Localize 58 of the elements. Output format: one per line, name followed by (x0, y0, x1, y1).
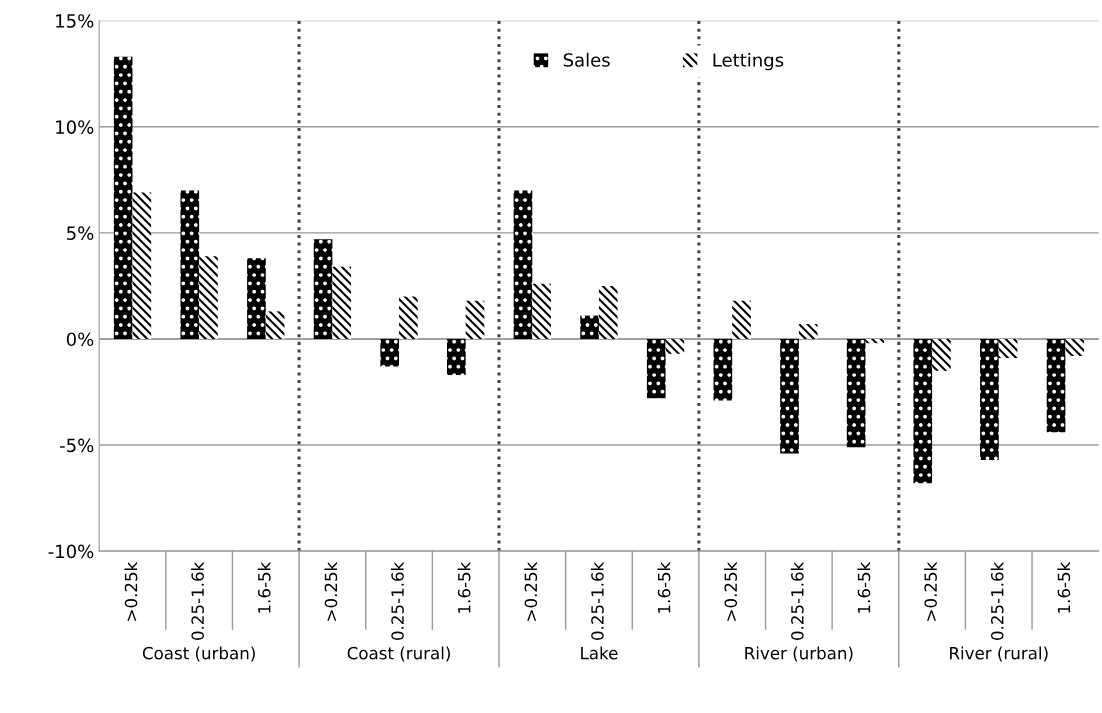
bar (513, 190, 533, 339)
y-tick-label: -10% (48, 544, 94, 559)
bar (247, 258, 266, 339)
bar (846, 338, 866, 448)
bar (998, 338, 1018, 359)
x-tick-label: 0.25-1.6k (191, 561, 204, 640)
text: River (urban) (745, 646, 853, 662)
x-tick-label: 1.6-5k (457, 561, 471, 613)
bar (199, 256, 218, 339)
x-tick-label: >0.25k (924, 561, 937, 621)
bar (447, 338, 466, 376)
x-tick-label: >0.25k (724, 561, 738, 621)
text: River (rural) (950, 646, 1048, 662)
text: Lake (581, 646, 618, 660)
x-tick-label: 0.25-1.6k (390, 561, 404, 640)
x-tick-label: >0.25k (124, 561, 138, 621)
x-tick-label: >0.25k (524, 561, 538, 621)
bar (265, 311, 285, 339)
y-tick-label: 5% (67, 226, 94, 240)
bar (865, 338, 885, 344)
x-tick-label: 0.25-1.6k (990, 561, 1004, 640)
bar (580, 315, 599, 339)
y-tick-label: 0% (66, 332, 94, 347)
bar (313, 239, 333, 339)
x-tick-label: 0.25-1.6k (790, 561, 804, 640)
bar (1046, 338, 1066, 433)
bar (1065, 338, 1085, 356)
bar (465, 300, 485, 339)
y-tick-label: -5% (60, 438, 94, 453)
bar (665, 338, 685, 354)
bar (399, 296, 418, 339)
bar (132, 192, 152, 339)
bar (646, 338, 666, 399)
bar (913, 338, 933, 484)
bar (780, 338, 799, 454)
text: Coast (rural) (347, 646, 450, 662)
y-tick-label: 15% (56, 14, 94, 28)
bar (380, 338, 400, 367)
bar (732, 300, 751, 339)
x-tick-label: 1.6-5k (657, 561, 671, 613)
y-tick-label: 10% (56, 120, 94, 134)
x-tick-label: 1.6-5k (857, 561, 871, 613)
x-tick-label: 1.6-5k (257, 561, 271, 613)
bar (798, 324, 818, 339)
text: Coast (urban) (142, 646, 255, 662)
bar (932, 338, 951, 371)
bar (713, 338, 733, 401)
bar (598, 285, 618, 339)
x-tick-label: 1.6-5k (1057, 561, 1071, 613)
x-tick-label: >0.25k (324, 561, 338, 621)
bar (113, 56, 133, 339)
legend-label: Lettings (713, 52, 784, 71)
legend-label: Sales (563, 52, 610, 67)
bar (980, 338, 999, 460)
bar (532, 283, 551, 339)
x-tick-label: 0.25-1.6k (590, 561, 604, 640)
bar (180, 190, 200, 339)
bar (332, 266, 352, 339)
